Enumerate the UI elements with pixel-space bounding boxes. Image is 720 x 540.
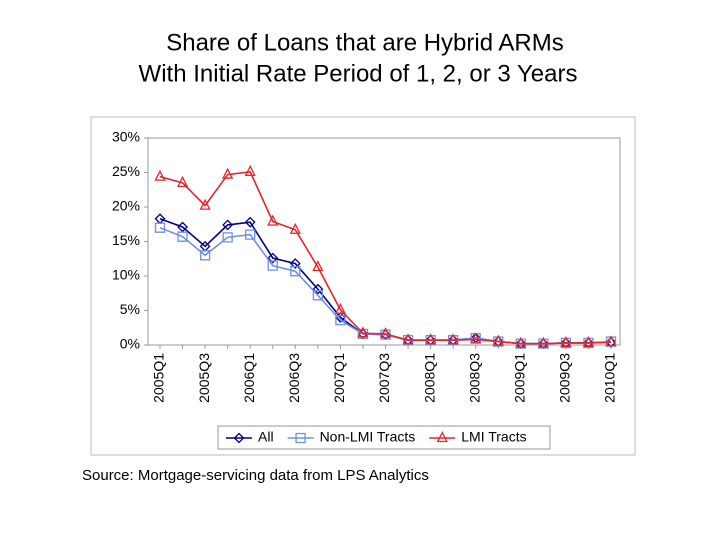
marker: [244, 164, 256, 176]
marker: [537, 336, 549, 348]
marker: [267, 214, 279, 226]
marker: [245, 229, 256, 240]
marker: [436, 431, 448, 443]
x-tick-label: 2005Q3: [196, 353, 212, 403]
x-tick-label: 2009Q1: [512, 353, 528, 403]
marker: [515, 338, 526, 349]
y-tick-label: 10%: [112, 267, 140, 283]
chart-subtitle: With Initial Rate Period of 1, 2, or 3 Y…: [139, 60, 578, 87]
marker: [312, 283, 324, 295]
marker: [560, 335, 572, 348]
x-tick-label: 2010Q1: [602, 353, 618, 403]
marker: [335, 315, 346, 326]
marker: [605, 336, 617, 348]
legend-box: [217, 425, 551, 450]
marker: [470, 332, 482, 344]
x-tick-label: 2008Q3: [466, 353, 482, 403]
marker: [289, 258, 301, 269]
marker: [447, 333, 459, 345]
x-tick-label: 2005Q1: [151, 353, 167, 403]
y-tick-label: 25%: [112, 163, 140, 179]
marker: [493, 336, 504, 347]
source-note: Source: Mortgage-servicing data from LPS…: [82, 467, 429, 484]
marker: [357, 326, 369, 338]
x-tick-label: 2009Q3: [557, 353, 573, 403]
series-line: [159, 170, 612, 345]
marker: [290, 266, 301, 277]
marker: [583, 337, 594, 349]
marker: [177, 231, 188, 242]
marker: [267, 252, 279, 264]
legend-label: LMI Tracts: [461, 429, 526, 445]
marker: [425, 333, 437, 345]
legend-label: All: [258, 429, 274, 445]
marker: [379, 327, 392, 339]
x-tick-label: 2007Q3: [376, 353, 392, 403]
y-tick-label: 30%: [112, 129, 140, 145]
marker: [448, 335, 459, 346]
marker: [605, 335, 617, 347]
marker: [177, 221, 188, 233]
marker: [233, 432, 245, 444]
marker: [222, 232, 233, 243]
marker: [538, 338, 549, 349]
marker: [154, 222, 166, 233]
marker: [222, 167, 234, 179]
marker: [312, 290, 323, 301]
marker: [402, 335, 414, 346]
x-tick-label: 2006Q3: [286, 353, 302, 403]
marker: [402, 333, 414, 345]
marker: [289, 222, 301, 234]
y-tick-label: 15%: [112, 232, 140, 248]
y-tick-label: 0%: [120, 336, 140, 352]
marker: [312, 260, 324, 272]
chart-title: Share of Loans that are Hybrid ARMs: [166, 29, 564, 56]
x-tick-label: 2007Q1: [331, 353, 347, 403]
plot-area: [147, 137, 621, 346]
marker: [425, 335, 436, 346]
marker: [199, 250, 211, 261]
marker: [295, 432, 306, 444]
marker: [199, 198, 211, 210]
marker: [492, 334, 504, 346]
marker: [154, 169, 166, 181]
marker: [176, 175, 189, 187]
marker: [582, 335, 595, 348]
marker: [515, 336, 527, 348]
legend-label: Non-LMI Tracts: [320, 429, 416, 445]
marker: [560, 337, 572, 349]
y-tick-label: 5%: [120, 301, 140, 317]
x-tick-label: 2008Q1: [421, 353, 437, 403]
marker: [334, 302, 346, 314]
y-tick-label: 20%: [112, 198, 140, 214]
marker: [244, 216, 256, 228]
marker: [267, 260, 278, 271]
x-tick-label: 2006Q1: [241, 353, 257, 403]
marker: [222, 219, 234, 231]
